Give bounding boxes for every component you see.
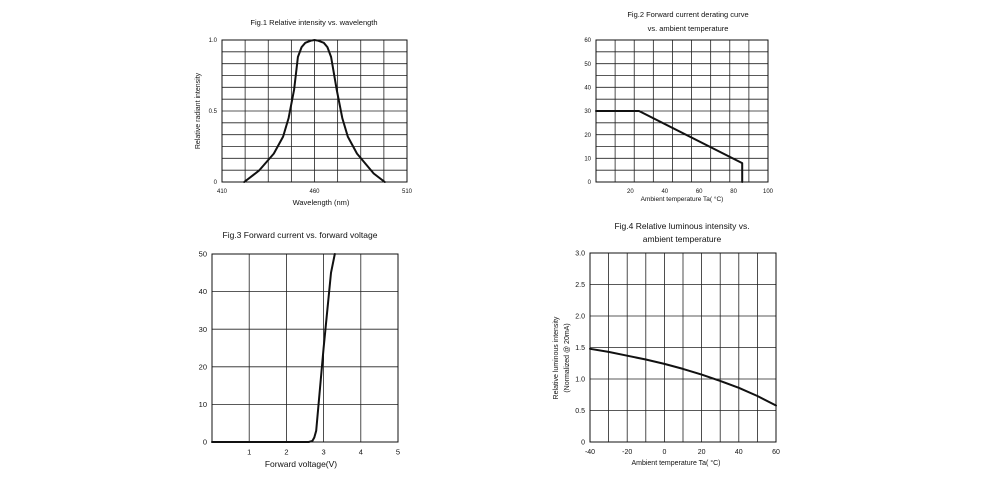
x-tick-label: 20 (698, 449, 706, 456)
x-tick-label: 40 (661, 189, 668, 195)
series-line (243, 39, 386, 183)
chart-3: Fig.3 Forward current vs. forward voltag… (199, 230, 400, 469)
x-tick-label: -40 (585, 449, 595, 456)
chart-subtitle: ambient temperature (643, 234, 722, 244)
y-axis-label: Relative radiant intensity (195, 72, 202, 149)
x-axis-label: Ambient temperature Ta( °C) (641, 195, 724, 203)
x-tick-label: 60 (772, 449, 780, 456)
y-axis-label-secondary: (Normalized @ 20mA) (564, 323, 571, 392)
grid (212, 254, 398, 442)
x-tick-label: 5 (396, 448, 400, 457)
y-tick-label: 10 (199, 400, 207, 409)
grid (222, 40, 407, 182)
x-tick-label: -20 (622, 449, 632, 456)
chart-4: Fig.4 Relative luminous intensity vs. amb… (553, 221, 780, 467)
x-tick-label: 3 (322, 448, 326, 457)
chart-subtitle: vs. ambient temperature (648, 24, 729, 33)
x-tick-label: 4 (359, 448, 363, 457)
plot-frame (589, 252, 777, 443)
y-tick-label: 1.0 (575, 376, 585, 383)
y-tick-label: 10 (584, 156, 591, 162)
y-tick-label: 0 (214, 180, 218, 186)
y-tick-label: 3.0 (575, 250, 585, 257)
series-line (589, 347, 777, 407)
grid (590, 253, 776, 442)
chart-title: Fig.1 Relative intensity vs. wavelength (250, 18, 377, 27)
y-tick-label: 30 (584, 109, 591, 115)
y-tick-label: 0 (588, 180, 592, 186)
x-tick-label: 0 (662, 449, 666, 456)
x-tick-label: 80 (730, 189, 737, 195)
y-tick-label: 1.0 (209, 38, 218, 44)
y-tick-label: 0.5 (209, 109, 218, 115)
y-tick-label: 30 (199, 325, 207, 334)
y-tick-label: 0 (203, 438, 207, 447)
x-tick-label: 410 (217, 189, 228, 195)
x-tick-label: 20 (627, 189, 634, 195)
chart-1: Fig.1 Relative intensity vs. wavelength 4… (195, 18, 413, 207)
series-line (595, 110, 744, 183)
chart-title: Fig.4 Relative luminous intensity vs. (614, 221, 749, 231)
y-tick-label: 20 (584, 133, 591, 139)
series-line (211, 253, 336, 443)
plot-frame (211, 253, 399, 443)
y-tick-label: 2.0 (575, 313, 585, 320)
x-tick-label: 2 (284, 448, 288, 457)
chart-title: Fig.2 Forward current derating curve (627, 10, 748, 19)
y-tick-label: 50 (199, 250, 207, 259)
y-tick-label: 20 (199, 362, 207, 371)
chart-title: Fig.3 Forward current vs. forward voltag… (223, 230, 378, 240)
y-tick-label: 40 (199, 287, 207, 296)
x-tick-label: 460 (309, 189, 320, 195)
y-tick-label: 50 (584, 62, 591, 68)
y-tick-label: 0.5 (575, 408, 585, 415)
y-tick-label: 60 (584, 38, 591, 44)
y-tick-label: 0 (581, 439, 585, 446)
x-tick-label: 100 (763, 189, 774, 195)
x-tick-label: 510 (402, 189, 413, 195)
x-axis-label: Ambient temperature Ta( °C) (631, 459, 720, 467)
x-axis-label: Forward voltage(V) (265, 459, 337, 469)
chart-2: Fig.2 Forward current derating curve vs. … (584, 10, 773, 203)
x-tick-label: 1 (247, 448, 251, 457)
y-tick-label: 40 (584, 85, 591, 91)
y-axis-label: Relative luminous intensity (553, 316, 560, 399)
x-axis-label: Wavelength (nm) (293, 198, 350, 207)
x-tick-label: 60 (696, 189, 703, 195)
y-tick-label: 2.5 (575, 282, 585, 289)
y-tick-label: 1.5 (575, 345, 585, 352)
x-tick-label: 40 (735, 449, 743, 456)
